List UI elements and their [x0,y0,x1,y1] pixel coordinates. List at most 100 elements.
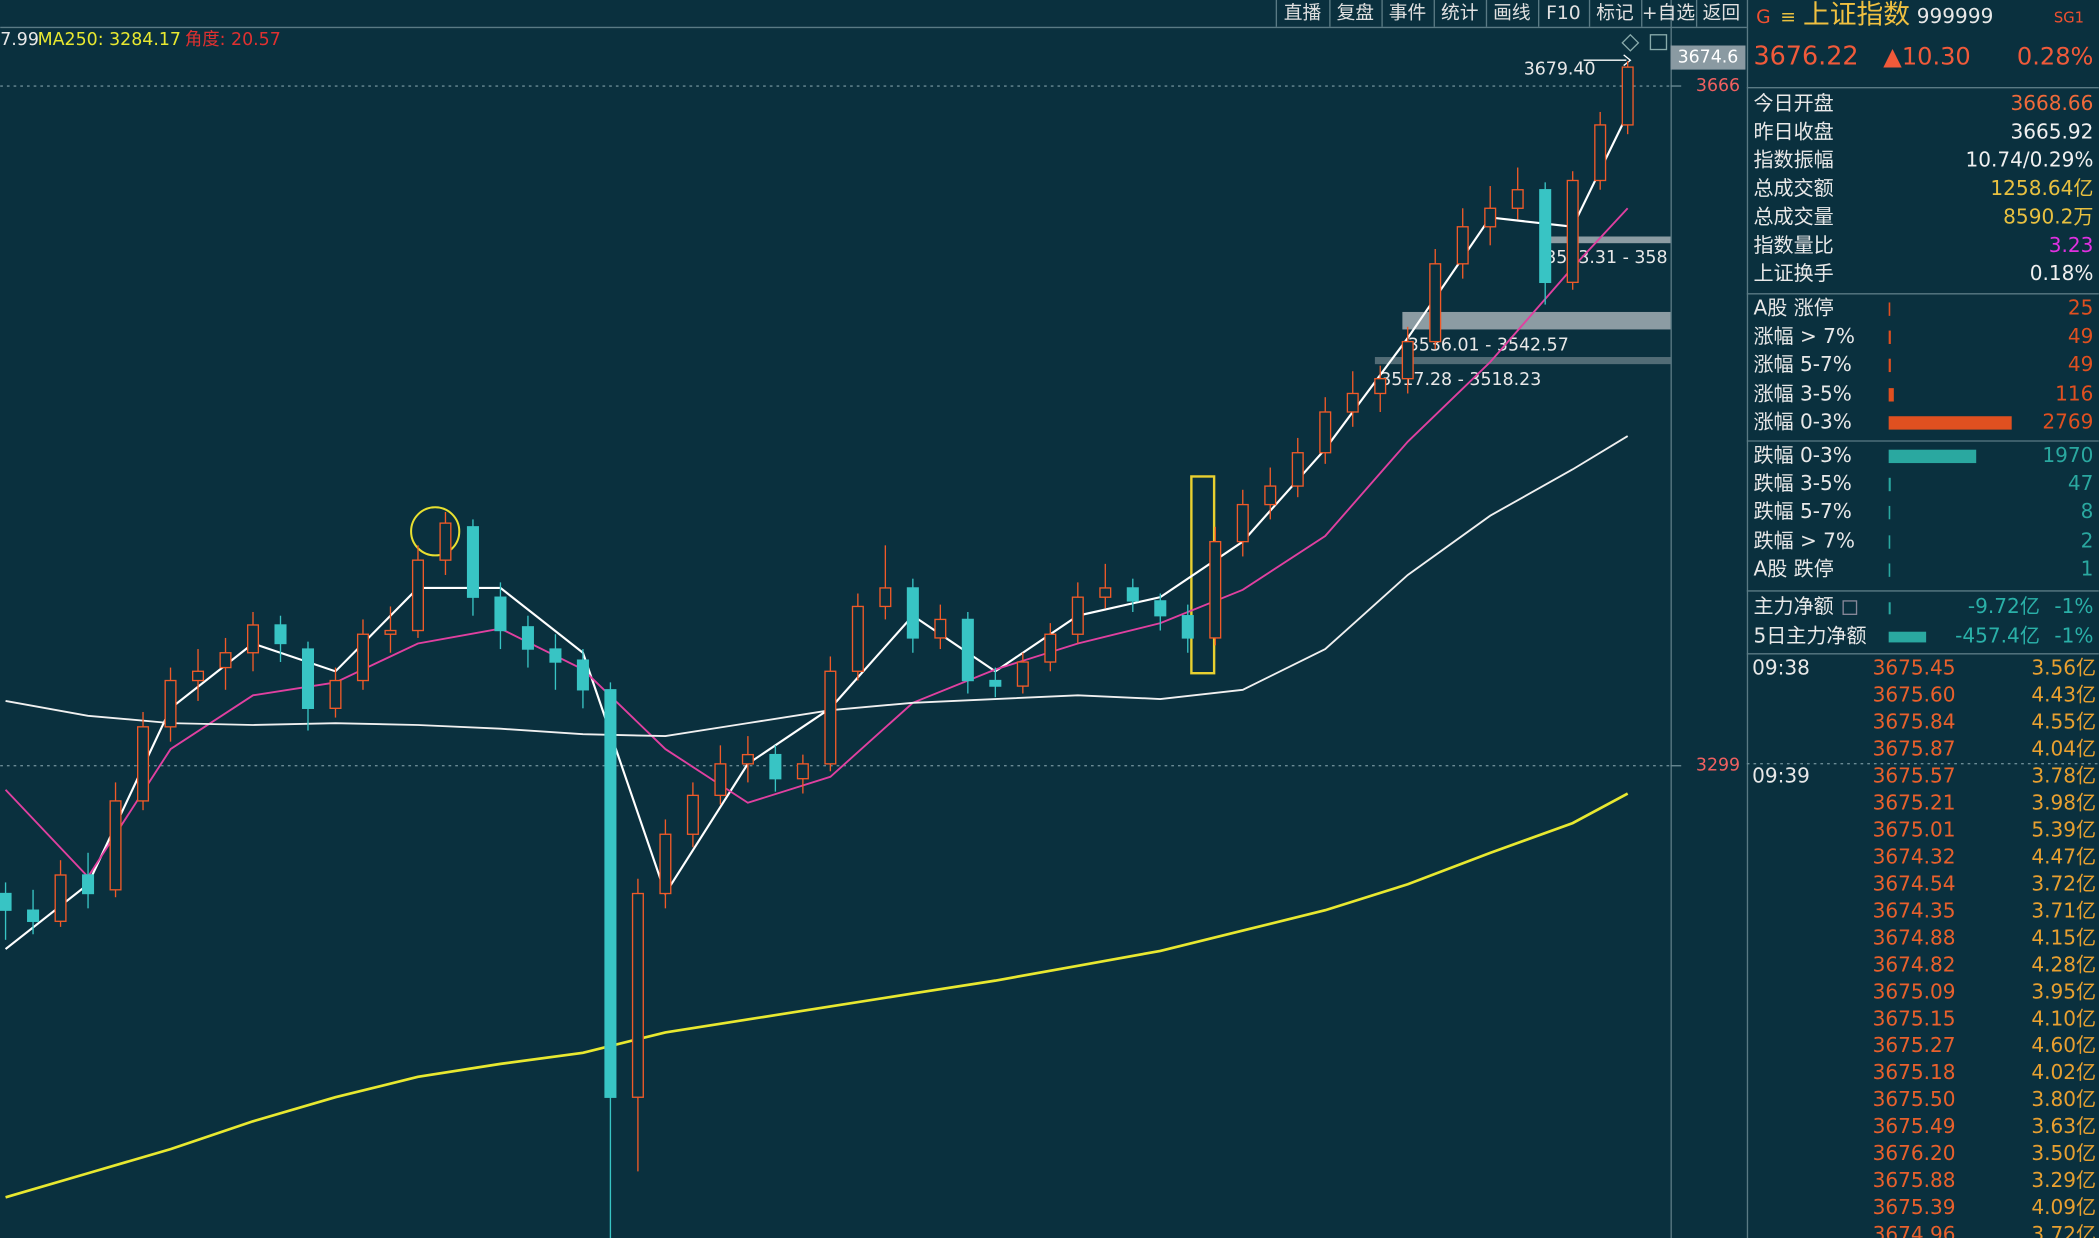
trade-price: 3675.50 [1873,1087,1956,1111]
toolbar-button[interactable]: 事件 [1389,3,1426,24]
trade-amount: 4.15亿 [2031,925,2096,949]
tool-icon[interactable] [1621,33,1640,52]
toolbar-button[interactable]: +自选 [1642,3,1695,24]
trade-amount: 3.95亿 [2031,979,2096,1003]
trade-price: 3675.87 [1873,737,1956,761]
candle-body [1319,411,1332,454]
candle-body [1456,226,1469,265]
trade-amount: 4.55亿 [2031,710,2096,734]
stat-label: 昨日收盘 [1753,119,1833,143]
trade-time: 09:38 [1752,656,1810,680]
trade-price: 3675.01 [1873,817,1956,841]
flow-label: 5日主力净额 [1753,624,1866,648]
toolbar-button[interactable]: 标记 [1596,3,1633,24]
candle-body [191,670,205,682]
breadth-bar [1888,477,1891,492]
breadth-bar [1888,535,1891,549]
y-tick-label: 3299 [1696,756,1740,776]
trade-price: 3675.84 [1873,710,1956,734]
breadth-value: 1 [2081,557,2094,581]
candle-body [879,587,892,608]
breadth-label: 涨幅 > 7% [1753,324,1855,348]
zone-label: 3536.01 - 3542.57 [1408,336,1569,356]
zone-label: 3583.31 - 358 [1545,248,1667,268]
breadth-bar [1888,505,1891,520]
zone-bar [1402,311,1671,330]
trade-amount: 3.80亿 [2031,1087,2096,1111]
candle-body [1374,377,1387,395]
candle-body [411,559,424,632]
candle-body [989,679,1002,687]
toolbar-button[interactable]: 统计 [1441,3,1478,24]
moving-average [4,207,1629,879]
toolbar-button[interactable]: 复盘 [1337,3,1374,24]
ma250-label: MA250: 3284.17 [38,30,181,50]
candle-body [164,679,177,728]
candle-body [851,605,864,672]
candle-body [1264,485,1277,506]
trade-price: 3675.27 [1873,1033,1956,1057]
quote-flag: G [1756,7,1771,28]
candle-body [1621,66,1634,126]
indicator-partial: 7.99 [0,30,39,50]
candle-body [1154,600,1167,617]
high-pointer-head [1623,54,1632,67]
breadth-value: 116 [2055,381,2093,405]
breadth-bar [1888,330,1891,344]
trade-price: 3675.57 [1873,764,1956,788]
high-label: 3679.40 [1524,60,1596,80]
zone-bar [1374,357,1671,365]
breadth-value: 1970 [2042,443,2093,467]
breadth-value: 25 [2068,296,2094,320]
stat-label: 总成交量 [1753,204,1833,228]
candle-body [274,624,287,645]
candle-body [0,892,12,911]
trade-price: 3675.15 [1873,1006,1956,1030]
stat-value: 8590.2万 [2003,204,2093,228]
breadth-bar [1888,449,1977,464]
toolbar-button[interactable]: 直播 [1284,3,1322,24]
trade-amount: 4.10亿 [2031,1006,2096,1030]
trade-price: 3675.09 [1873,979,1956,1003]
candle-body [824,670,837,765]
stat-label: 指数振幅 [1753,148,1833,172]
trade-amount: 4.47亿 [2031,844,2096,868]
trade-amount: 3.29亿 [2031,1168,2096,1192]
candle-body [54,874,67,922]
toolbar-button[interactable]: 返回 [1703,3,1740,24]
candle-body [1099,587,1112,598]
last-price-box [1670,45,1746,70]
candle-body [1539,189,1552,284]
stat-label: 总成交额 [1753,176,1833,200]
trade-price: 3676.20 [1873,1141,1956,1165]
flow-bar [1888,631,1927,643]
toolbar-button[interactable]: F10 [1546,3,1581,24]
candle-body [1071,596,1084,635]
trade-amount: 4.43亿 [2031,683,2096,707]
candle-body [137,726,150,802]
breadth-value: 49 [2068,324,2094,348]
trade-price: 3675.21 [1873,791,1956,815]
trade-price: 3675.60 [1873,683,1956,707]
candle-body [961,618,974,682]
candle-body [466,526,479,598]
angle-label: 角度: 20.57 [185,30,281,50]
candle-body [1291,452,1304,487]
candle-body [631,892,644,1098]
stat-value: 3668.66 [2010,91,2093,115]
tool-icon[interactable] [1649,34,1668,51]
trade-price: 3674.88 [1873,925,1956,949]
candle-body [659,833,672,895]
quote-change: ▲10.30 [1883,43,1970,71]
toolbar-button[interactable]: 画线 [1493,3,1531,24]
stat-label: 今日开盘 [1753,91,1833,115]
breadth-value: 47 [2068,471,2094,495]
candle-body [576,659,589,691]
trade-amount: 4.02亿 [2031,1060,2096,1084]
flow-value: -457.4亿 [1955,624,2040,648]
moving-average [5,792,1629,1199]
candle-body [1236,503,1249,543]
flow-icon [1842,600,1858,615]
breadth-value: 8 [2081,499,2094,523]
